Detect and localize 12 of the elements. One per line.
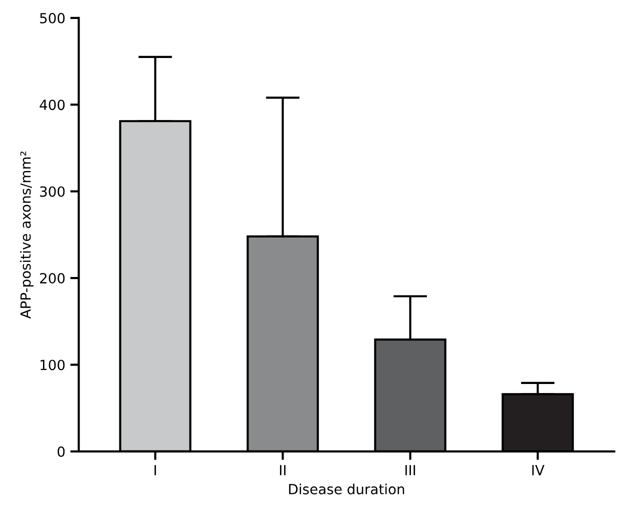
y-axis-title: APP-positive axons/mm² <box>20 152 34 319</box>
y-tick-label: 100 <box>40 360 65 370</box>
x-tick-label: III <box>405 465 416 476</box>
x-tick-label: II <box>280 465 286 476</box>
x-tick-label: IV <box>532 465 544 476</box>
x-axis-title: Disease duration <box>289 484 404 494</box>
y-tick-label: 500 <box>40 12 65 24</box>
y-tick-label: 0 <box>58 446 65 457</box>
y-tick-label: 200 <box>40 273 65 284</box>
y-tick-label: 300 <box>40 186 65 197</box>
y-tick-label: 400 <box>40 100 65 110</box>
x-tick-label: I <box>154 465 156 476</box>
